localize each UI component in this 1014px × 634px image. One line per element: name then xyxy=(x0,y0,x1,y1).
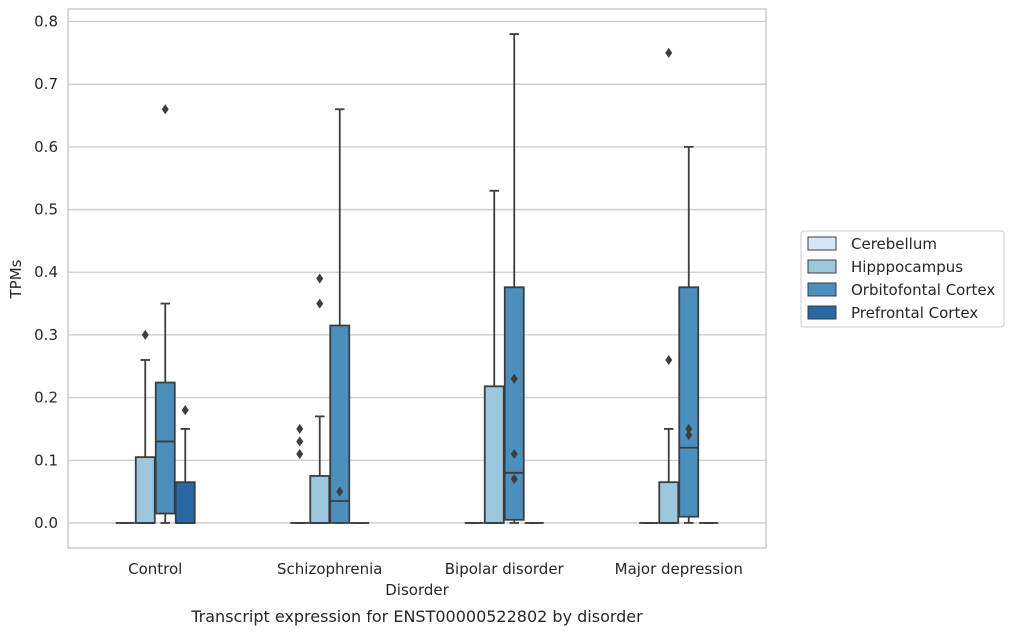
box-group xyxy=(134,329,156,524)
y-tick-label: 0.7 xyxy=(34,75,58,93)
outlier-point xyxy=(665,354,673,365)
outlier-point xyxy=(316,273,324,284)
legend-label: Prefrontal Cortex xyxy=(851,304,978,322)
y-axis-ticks: 0.0 0.1 0.2 0.3 0.4 0.5 0.6 0.7 0.8 xyxy=(34,13,58,532)
box-group xyxy=(483,189,505,524)
legend-swatch xyxy=(807,282,837,297)
x-tick-label: Bipolar disorder xyxy=(445,560,565,578)
chart-title: Transcript expression for ENST0000052280… xyxy=(190,607,643,626)
y-tick-label: 0.0 xyxy=(34,514,58,532)
y-tick-label: 0.1 xyxy=(34,451,58,469)
gridlines xyxy=(68,20,766,524)
legend-label: Hipppocampus xyxy=(851,258,963,276)
legend: Cerebellum Hipppocampus Orbitofontal Corte… xyxy=(800,230,1005,328)
x-tick-label: Schizophrenia xyxy=(277,560,382,578)
outlier-point xyxy=(141,329,149,340)
outlier-point xyxy=(296,436,304,447)
box-group xyxy=(658,47,680,524)
outlier-point xyxy=(296,423,304,434)
box-group xyxy=(503,33,525,524)
plot-area-frame xyxy=(67,8,767,549)
outlier-point xyxy=(336,486,344,497)
box xyxy=(503,286,525,521)
legend-swatch xyxy=(807,305,837,320)
legend-swatch xyxy=(807,259,837,274)
outlier-point xyxy=(161,104,169,115)
outlier-point xyxy=(296,448,304,459)
legend-label: Orbitofontal Cortex xyxy=(851,281,995,299)
box-group xyxy=(678,145,700,524)
box xyxy=(329,324,351,524)
y-tick-label: 0.3 xyxy=(34,326,58,344)
x-tick-label: Major depression xyxy=(615,560,743,578)
box xyxy=(483,385,505,524)
box-group xyxy=(174,405,196,524)
box xyxy=(678,286,700,518)
y-tick-label: 0.8 xyxy=(34,13,58,31)
outlier-point xyxy=(685,430,693,441)
box-group xyxy=(329,108,351,524)
y-axis-label: TPMs xyxy=(7,259,25,299)
outlier-point xyxy=(685,423,693,434)
outlier-point xyxy=(665,47,673,58)
box xyxy=(658,481,680,524)
y-tick-label: 0.6 xyxy=(34,138,58,156)
y-tick-label: 0.2 xyxy=(34,389,58,407)
legend-label: Cerebellum xyxy=(851,235,937,253)
x-axis-ticks: Control Schizophrenia Bipolar disorder Majo… xyxy=(128,560,743,578)
outlier-point xyxy=(181,405,189,416)
y-tick-label: 0.5 xyxy=(34,201,58,219)
outlier-point xyxy=(510,373,518,384)
box-group xyxy=(154,104,176,524)
box-group xyxy=(309,273,331,524)
box xyxy=(174,481,196,524)
legend-items: Cerebellum Hipppocampus Orbitofontal Corte… xyxy=(807,235,995,322)
outlier-point xyxy=(510,448,518,459)
legend-frame xyxy=(800,230,1005,328)
x-tick-label: Control xyxy=(128,560,182,578)
outlier-point xyxy=(316,298,324,309)
box-group xyxy=(290,423,310,524)
legend-swatch xyxy=(807,236,837,251)
x-axis-label: Disorder xyxy=(385,581,449,599)
boxes xyxy=(115,33,719,524)
y-tick-label: 0.4 xyxy=(34,263,58,281)
box xyxy=(154,381,176,515)
outlier-point xyxy=(510,474,518,485)
box xyxy=(309,475,331,524)
box xyxy=(134,456,156,524)
